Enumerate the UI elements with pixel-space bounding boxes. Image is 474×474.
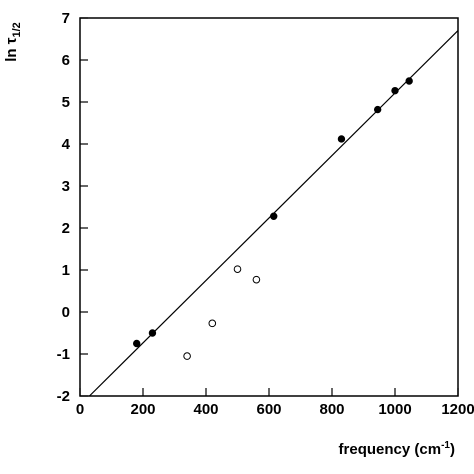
x-tick-label: 200: [130, 401, 155, 418]
y-tick-label: 3: [62, 178, 70, 195]
x-tick-label: 400: [193, 401, 218, 418]
y-tick-label: -1: [57, 346, 70, 363]
y-label-main: ln τ: [3, 37, 20, 61]
y-label-sub: 1/2: [11, 22, 23, 37]
y-tick-label: 5: [62, 94, 70, 111]
y-tick-label: 1: [62, 262, 70, 279]
open-point: [233, 265, 242, 273]
x-tick-label: 1000: [378, 401, 411, 418]
y-tick-label: 4: [62, 136, 71, 153]
y-tick-label: 0: [62, 304, 70, 321]
y-axis-label: ln τ1/2: [3, 22, 23, 62]
x-tick-label: 600: [256, 401, 281, 418]
y-tick-label: 2: [62, 220, 70, 237]
y-tick-label: 7: [62, 10, 70, 27]
x-label-main: frequency (cm: [339, 441, 442, 458]
filled-point: [405, 77, 413, 85]
y-tick-label: -2: [57, 388, 70, 405]
x-tick-label: 800: [319, 401, 344, 418]
open-point: [208, 319, 217, 328]
y-tick-label: 6: [62, 52, 70, 69]
x-tick-label: 1200: [441, 401, 474, 418]
x-axis-label: frequency (cm-1): [339, 440, 455, 458]
open-point: [252, 275, 261, 284]
filled-point: [133, 339, 141, 348]
plot-frame: [79, 17, 459, 397]
x-tick-label: 0: [76, 401, 84, 418]
x-label-end: ): [450, 441, 455, 458]
filled-point: [337, 135, 346, 143]
open-point: [183, 352, 191, 360]
x-label-sup: -1: [441, 440, 450, 451]
fit-line: [89, 30, 459, 397]
